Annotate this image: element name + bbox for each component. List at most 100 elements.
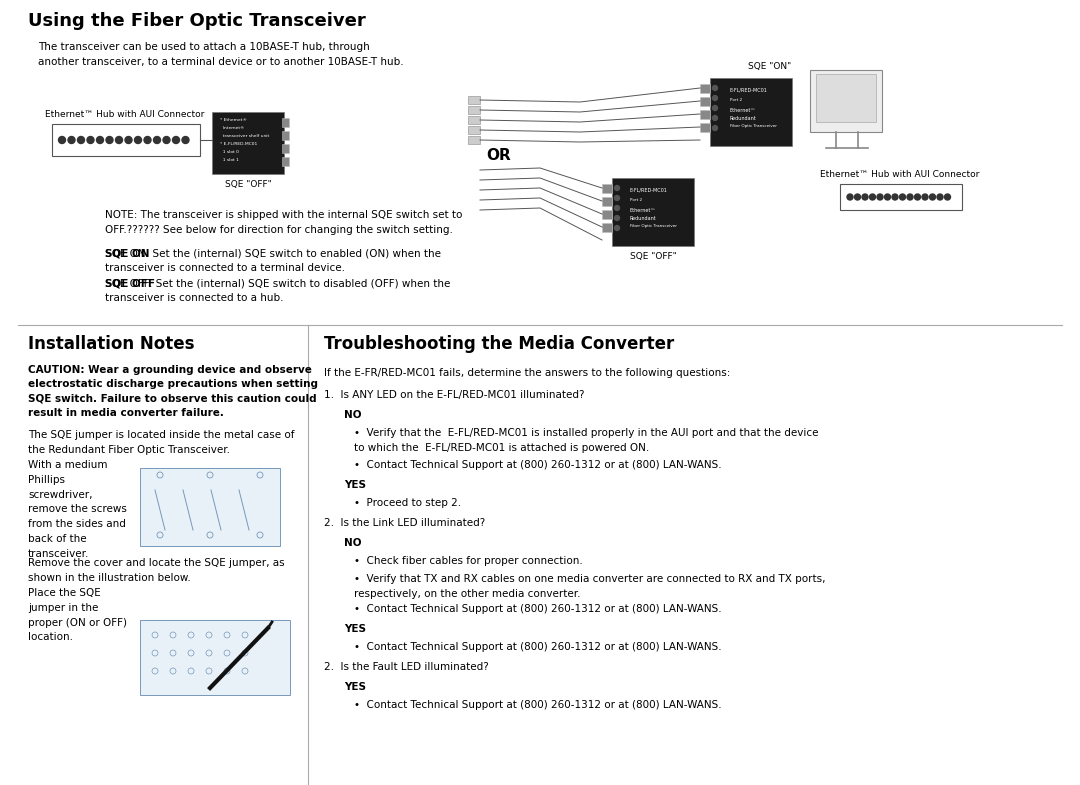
FancyBboxPatch shape	[710, 78, 792, 146]
Text: Place the SQE
jumper in the
proper (ON or OFF)
location.: Place the SQE jumper in the proper (ON o…	[28, 588, 127, 642]
FancyBboxPatch shape	[602, 197, 612, 206]
FancyBboxPatch shape	[816, 74, 876, 122]
Circle shape	[87, 137, 94, 144]
FancyBboxPatch shape	[468, 116, 480, 124]
Circle shape	[713, 96, 717, 100]
Text: Ethernet™ Hub with AUI Connector: Ethernet™ Hub with AUI Connector	[821, 170, 980, 179]
Text: E-FL/RED-MC01: E-FL/RED-MC01	[630, 188, 667, 193]
Text: •  Verify that TX and RX cables on one media converter are connected to RX and T: • Verify that TX and RX cables on one me…	[354, 574, 825, 599]
Text: Port 2: Port 2	[630, 198, 643, 202]
Text: CAUTION: Wear a grounding device and observe
electrostatic discharge precautions: CAUTION: Wear a grounding device and obs…	[28, 365, 318, 418]
Text: SQE ON: SQE ON	[105, 248, 149, 258]
Text: Fiber Optic Transceiver: Fiber Optic Transceiver	[730, 124, 777, 128]
FancyBboxPatch shape	[810, 70, 882, 132]
FancyBboxPatch shape	[282, 144, 289, 153]
Text: •  Contact Technical Support at (800) 260-1312 or at (800) LAN-WANS.: • Contact Technical Support at (800) 260…	[354, 642, 721, 652]
FancyBboxPatch shape	[700, 123, 710, 132]
Circle shape	[116, 137, 122, 144]
Text: * Ethernet®: * Ethernet®	[220, 118, 247, 122]
Text: If the E-FR/RED-MC01 fails, determine the answers to the following questions:: If the E-FR/RED-MC01 fails, determine th…	[324, 368, 730, 378]
Circle shape	[915, 194, 920, 200]
Circle shape	[615, 225, 620, 231]
FancyBboxPatch shape	[140, 468, 280, 546]
Circle shape	[713, 105, 717, 111]
FancyBboxPatch shape	[212, 112, 284, 174]
Text: 1.  Is ANY LED on the E-FL/RED-MC01 illuminated?: 1. Is ANY LED on the E-FL/RED-MC01 illum…	[324, 390, 584, 400]
Circle shape	[173, 137, 179, 144]
Text: SQE "OFF": SQE "OFF"	[630, 252, 676, 261]
Circle shape	[78, 137, 84, 144]
Text: 2.  Is the Fault LED illuminated?: 2. Is the Fault LED illuminated?	[324, 662, 489, 672]
FancyBboxPatch shape	[468, 126, 480, 134]
Text: SQE ON: Set the (internal) SQE switch to enabled (ON) when the
transceiver is co: SQE ON: Set the (internal) SQE switch to…	[105, 248, 441, 273]
Circle shape	[125, 137, 132, 144]
Text: •  Contact Technical Support at (800) 260-1312 or at (800) LAN-WANS.: • Contact Technical Support at (800) 260…	[354, 460, 721, 470]
FancyBboxPatch shape	[468, 136, 480, 144]
Circle shape	[135, 137, 141, 144]
Circle shape	[68, 137, 75, 144]
Circle shape	[153, 137, 161, 144]
Text: The transceiver can be used to attach a 10BASE-T hub, through
another transceive: The transceiver can be used to attach a …	[38, 42, 404, 67]
Circle shape	[847, 194, 853, 200]
Circle shape	[713, 86, 717, 90]
Circle shape	[96, 137, 104, 144]
Text: NOTE: The transceiver is shipped with the internal SQE switch set to
OFF.?????? : NOTE: The transceiver is shipped with th…	[105, 210, 462, 235]
Circle shape	[885, 194, 891, 200]
Text: Troubleshooting the Media Converter: Troubleshooting the Media Converter	[324, 335, 674, 353]
Text: The SQE jumper is located inside the metal case of
the Redundant Fiber Optic Tra: The SQE jumper is located inside the met…	[28, 430, 295, 455]
Circle shape	[144, 137, 151, 144]
FancyBboxPatch shape	[282, 157, 289, 166]
Circle shape	[615, 206, 620, 210]
Text: Ethernet™: Ethernet™	[730, 108, 756, 113]
Circle shape	[615, 195, 620, 200]
Text: E-FL/RED-MC01: E-FL/RED-MC01	[730, 88, 768, 93]
Circle shape	[930, 194, 935, 200]
FancyBboxPatch shape	[282, 131, 289, 140]
Circle shape	[713, 115, 717, 121]
Text: NO: NO	[345, 410, 362, 420]
Circle shape	[900, 194, 905, 200]
Text: SQE "OFF": SQE "OFF"	[225, 180, 271, 189]
Circle shape	[163, 137, 170, 144]
Text: * E-FL/RED-MC01: * E-FL/RED-MC01	[220, 142, 257, 146]
Circle shape	[862, 194, 868, 200]
Text: Installation Notes: Installation Notes	[28, 335, 194, 353]
FancyBboxPatch shape	[52, 124, 200, 156]
Text: SQE "ON": SQE "ON"	[748, 62, 792, 71]
Circle shape	[922, 194, 928, 200]
Circle shape	[854, 194, 861, 200]
Circle shape	[183, 137, 189, 144]
Circle shape	[615, 216, 620, 221]
FancyBboxPatch shape	[700, 110, 710, 119]
Text: With a medium
Phillips
screwdriver,
remove the screws
from the sides and
back of: With a medium Phillips screwdriver, remo…	[28, 460, 126, 559]
Text: YES: YES	[345, 480, 366, 490]
Text: Ethernet™ Hub with AUI Connector: Ethernet™ Hub with AUI Connector	[45, 110, 205, 119]
Text: Redundant: Redundant	[730, 116, 757, 121]
Text: 2.  Is the Link LED illuminated?: 2. Is the Link LED illuminated?	[324, 518, 485, 528]
Text: transceiver shelf unit: transceiver shelf unit	[220, 134, 269, 138]
Text: •  Contact Technical Support at (800) 260-1312 or at (800) LAN-WANS.: • Contact Technical Support at (800) 260…	[354, 700, 721, 710]
Text: 1 slot 0: 1 slot 0	[220, 150, 239, 154]
Circle shape	[937, 194, 943, 200]
Text: Port 2: Port 2	[730, 98, 742, 102]
Text: SQE OFF: Set the (internal) SQE switch to disabled (OFF) when the
transceiver is: SQE OFF: Set the (internal) SQE switch t…	[105, 278, 450, 303]
FancyBboxPatch shape	[468, 106, 480, 114]
Text: Remove the cover and locate the SQE jumper, as
shown in the illustration below.: Remove the cover and locate the SQE jump…	[28, 558, 285, 582]
Text: Using the Fiber Optic Transceiver: Using the Fiber Optic Transceiver	[28, 12, 366, 30]
Circle shape	[907, 194, 913, 200]
Circle shape	[106, 137, 113, 144]
FancyBboxPatch shape	[468, 96, 480, 104]
Text: SQE OFF: SQE OFF	[105, 278, 156, 288]
Text: Redundant: Redundant	[630, 216, 657, 221]
Text: Ethernet™: Ethernet™	[630, 208, 657, 213]
Text: •  Contact Technical Support at (800) 260-1312 or at (800) LAN-WANS.: • Contact Technical Support at (800) 260…	[354, 604, 721, 614]
FancyBboxPatch shape	[612, 178, 694, 246]
FancyBboxPatch shape	[282, 118, 289, 127]
FancyBboxPatch shape	[700, 84, 710, 93]
Text: •  Verify that the  E-FL/RED-MC01 is installed properly in the AUI port and that: • Verify that the E-FL/RED-MC01 is insta…	[354, 428, 819, 453]
Text: Fiber Optic Transceiver: Fiber Optic Transceiver	[630, 224, 677, 228]
Circle shape	[877, 194, 883, 200]
Text: OR: OR	[486, 148, 511, 163]
Circle shape	[945, 194, 950, 200]
Text: •  Proceed to step 2.: • Proceed to step 2.	[354, 498, 461, 508]
